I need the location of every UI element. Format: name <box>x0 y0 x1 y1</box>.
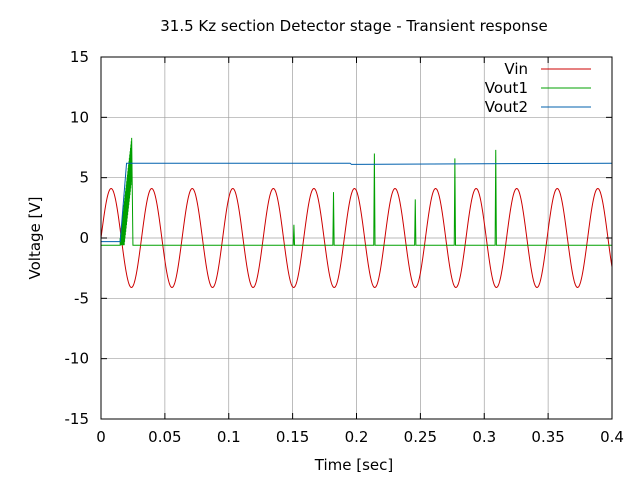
legend-label: Vout1 <box>485 79 528 97</box>
series-vout2-line <box>101 162 613 243</box>
x-tick-label: 0 <box>96 428 106 446</box>
series-vout1-line <box>101 137 612 246</box>
legend-label: Vin <box>504 60 528 78</box>
x-tick-label: 0.25 <box>404 428 437 446</box>
y-tick-label: 5 <box>79 169 89 187</box>
ticks: 0 0.05 0.1 0.15 0.2 0.25 0.3 0.35 0.4 -15 -10 -5 0 5 1… <box>65 48 624 446</box>
x-axis-label: Time [sec] <box>314 456 393 474</box>
chart-title: 31.5 Kz section Detector stage - Transie… <box>160 17 547 35</box>
y-axis-label: Voltage [V] <box>26 197 44 280</box>
x-tick-label: 0.2 <box>345 428 369 446</box>
legend-label: Vout2 <box>485 98 528 116</box>
x-tick-label: 0.3 <box>472 428 496 446</box>
x-tick-label: 0.35 <box>531 428 564 446</box>
grid <box>101 57 612 419</box>
y-tick-label: 10 <box>70 108 89 126</box>
y-tick-label: 0 <box>79 229 89 247</box>
x-tick-label: 0.05 <box>148 428 181 446</box>
x-tick-label: 0.1 <box>217 428 241 446</box>
y-tick-label: -5 <box>74 289 89 307</box>
series-vin-line <box>100 188 613 288</box>
y-tick-label: -15 <box>65 410 90 428</box>
y-tick-label: -10 <box>65 350 90 368</box>
x-tick-label: 0.4 <box>600 428 624 446</box>
x-tick-label: 0.15 <box>276 428 309 446</box>
y-tick-label: 15 <box>70 48 89 66</box>
series-lines <box>100 137 613 288</box>
